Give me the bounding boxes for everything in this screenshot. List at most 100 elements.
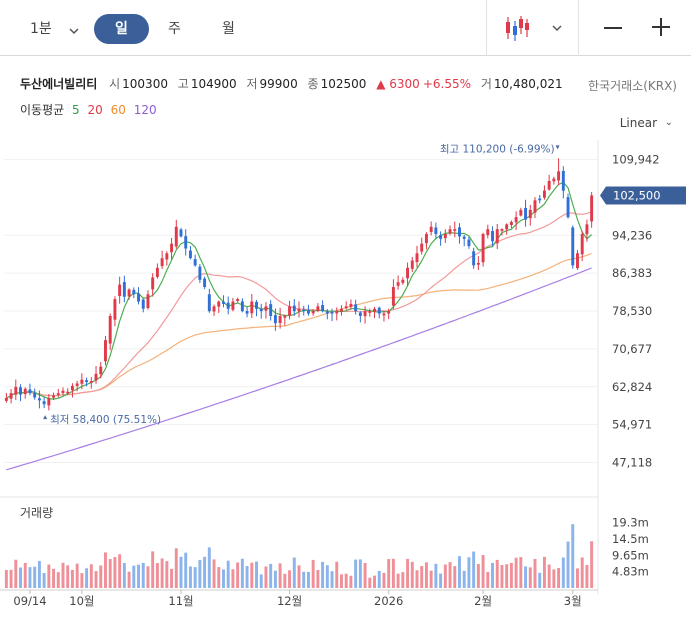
toolbar-divider: [578, 0, 579, 56]
candle-body: [203, 278, 207, 288]
candle-body: [533, 200, 537, 213]
price-tick-label: 86,383: [612, 266, 652, 280]
price-tick-label: 94,236: [612, 228, 652, 242]
candle-body: [278, 316, 282, 324]
candle-body: [401, 279, 405, 283]
volume-bar: [514, 557, 518, 588]
volume-bar: [37, 560, 41, 588]
candlestick-type-icon[interactable]: [504, 14, 530, 42]
tab-week[interactable]: 주: [168, 21, 181, 37]
candle-body: [141, 299, 145, 309]
x-tick-label: 10월: [69, 594, 94, 608]
candle-body: [590, 195, 594, 222]
candle-body: [467, 239, 471, 247]
candle-body: [146, 294, 150, 309]
volume-bar: [344, 573, 348, 588]
chevron-down-icon[interactable]: [68, 17, 80, 47]
candle-body: [476, 262, 480, 265]
zoom-in-button[interactable]: [652, 18, 670, 36]
volume-bar: [363, 563, 367, 588]
candle-body: [500, 229, 504, 231]
volume-bar: [571, 524, 575, 588]
volume-bar: [146, 566, 150, 588]
volume-bar: [118, 554, 122, 588]
volume-bar: [415, 570, 419, 588]
volume-bar: [566, 541, 570, 588]
candle-body: [94, 373, 98, 381]
candle-body: [14, 386, 18, 395]
tab-day[interactable]: 일: [94, 14, 149, 44]
volume-bar: [61, 562, 65, 588]
candle-body: [434, 227, 438, 235]
scale-chevron-icon[interactable]: ⌄: [664, 117, 673, 128]
ma-title: 이동평균: [20, 103, 65, 117]
candle-body: [75, 383, 79, 386]
candle-body: [28, 389, 32, 394]
candle-body: [52, 395, 56, 398]
volume-bar: [382, 572, 386, 588]
volume-bar: [179, 556, 183, 588]
candle-body: [70, 385, 74, 391]
candle-body: [118, 284, 122, 297]
volume-bar: [358, 559, 362, 588]
volume-bar: [283, 573, 287, 588]
candle-body: [122, 282, 126, 297]
candle-body: [288, 306, 292, 316]
current-price-label: 102,500: [613, 188, 661, 202]
candle-body: [585, 224, 589, 235]
volume-bar: [387, 559, 391, 588]
close-label: 종: [307, 77, 319, 91]
volume-bar: [203, 556, 207, 588]
volume-bar: [236, 562, 240, 588]
price-tick-label: 78,530: [612, 304, 652, 318]
candle-body: [127, 289, 131, 297]
chart-type-chevron-icon[interactable]: [551, 14, 563, 44]
volume-bar: [557, 567, 561, 588]
volume-bar: [33, 566, 37, 588]
volume-bar: [273, 570, 277, 588]
volume-bar: [340, 574, 343, 588]
candle-body: [23, 388, 27, 395]
low-label: 저: [246, 77, 258, 91]
volume-bar: [495, 559, 499, 588]
candle-body: [443, 234, 447, 239]
candle-body: [222, 301, 225, 304]
scale-selector[interactable]: Linear: [619, 116, 657, 130]
volume-bar: [391, 558, 395, 588]
volume-value: 10,480,021: [493, 77, 563, 91]
candle-body: [387, 311, 391, 314]
minute-selector[interactable]: 1분: [30, 21, 52, 37]
candle-body: [198, 266, 202, 280]
candle-body: [137, 293, 140, 302]
ma-120-label: 120: [133, 103, 157, 117]
candle-body: [66, 391, 70, 394]
volume-bar: [160, 558, 164, 588]
volume-bar: [278, 563, 282, 588]
price-tick-label: 62,824: [612, 380, 652, 394]
candle-body: [514, 217, 518, 223]
ma-20-label: 20: [87, 103, 103, 117]
exchange-label: 한국거래소(KRX): [588, 79, 677, 93]
stock-name: 두산에너빌리티: [20, 77, 98, 91]
volume-bar: [528, 567, 532, 588]
candle-body: [561, 170, 565, 191]
volume-bar: [302, 571, 306, 588]
tab-month[interactable]: 월: [222, 21, 235, 37]
volume-bar: [420, 566, 424, 588]
zoom-out-button[interactable]: [604, 27, 622, 29]
candle-body: [429, 226, 433, 233]
candle-body: [250, 301, 254, 314]
volume-bar: [424, 562, 428, 588]
x-tick-label: 2026: [374, 594, 403, 608]
price-axis-ticks: 109,942 94,236 86,383 78,530 70,677 62,824 54,…: [612, 153, 660, 470]
candle-body: [33, 392, 37, 398]
volume-bar: [373, 575, 376, 588]
volume-bar: [255, 561, 258, 588]
moving-average-legend[interactable]: 이동평균 5 20 60 120: [20, 101, 161, 118]
candle-body: [509, 221, 513, 225]
volume-bar: [500, 565, 504, 588]
volume-bar: [137, 564, 140, 588]
candle-body: [481, 234, 485, 263]
candle-body: [580, 234, 584, 255]
